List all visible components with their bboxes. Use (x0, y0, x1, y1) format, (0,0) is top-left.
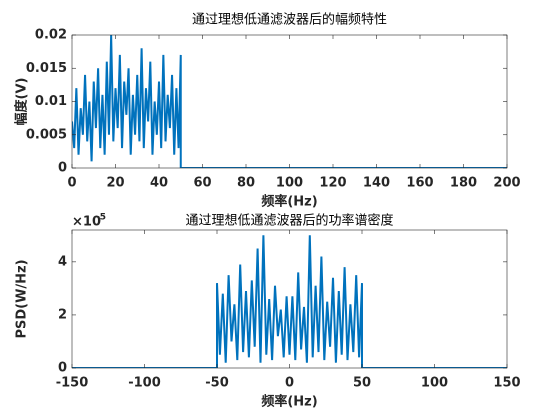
data-line (72, 35, 507, 168)
y-tick-label: 0 (58, 361, 67, 376)
y-tick-label: 0.005 (26, 127, 67, 142)
x-axis-label: 频率(Hz) (261, 394, 317, 410)
x-tick-label: 160 (406, 176, 433, 191)
y-tick-label: 0.01 (35, 94, 67, 109)
y-multiplier-base: ×10 (72, 215, 101, 230)
x-axis-label: 频率(Hz) (261, 194, 317, 210)
x-tick-label: -150 (56, 376, 89, 391)
x-tick-label: 100 (421, 376, 448, 391)
x-tick-label: 140 (363, 176, 390, 191)
x-tick-label: -50 (205, 376, 229, 391)
x-tick-label: 0 (285, 376, 294, 391)
x-tick-label: 180 (450, 176, 477, 191)
axes-title: 通过理想低通滤波器后的幅频特性 (192, 12, 387, 28)
x-tick-label: 20 (106, 176, 124, 191)
x-tick-label: 120 (319, 176, 346, 191)
y-tick-label: 2 (58, 307, 67, 322)
x-tick-label: 100 (276, 176, 303, 191)
x-tick-label: 0 (67, 176, 76, 191)
x-tick-label: 40 (150, 176, 168, 191)
y-axis-label: PSD(W/Hz) (15, 259, 30, 338)
y-tick-label: 4 (58, 254, 67, 269)
data-line (72, 235, 507, 368)
y-multiplier-exponent: -5 (96, 213, 106, 223)
axes-title: 通过理想低通滤波器后的功率谱密度 (185, 213, 393, 229)
y-tick-label: 0.02 (35, 28, 67, 43)
y-tick-label: 0.015 (26, 61, 67, 76)
x-tick-label: -100 (128, 376, 161, 391)
y-tick-label: 0 (58, 161, 67, 176)
x-tick-label: 150 (493, 376, 520, 391)
x-tick-label: 200 (493, 176, 520, 191)
x-tick-label: 60 (193, 176, 211, 191)
x-tick-label: 80 (237, 176, 255, 191)
y-axis-label: 幅度(V) (14, 78, 30, 126)
x-tick-label: 50 (353, 376, 371, 391)
